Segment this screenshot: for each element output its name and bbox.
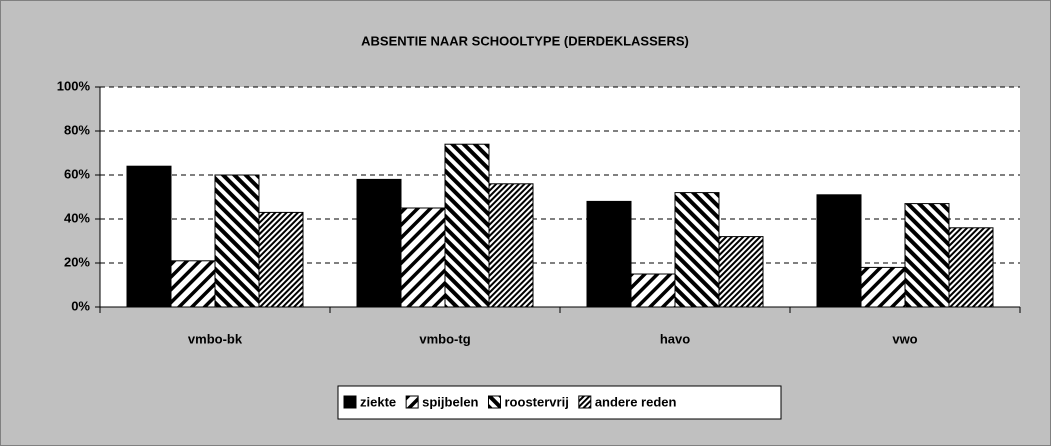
y-tick-label: 100% [57,78,91,93]
bar [816,194,862,308]
bar [488,183,534,308]
x-tick-label: havo [660,331,690,346]
bar [214,174,260,308]
bar [718,236,764,308]
legend-swatch [343,395,357,409]
bar [674,192,720,308]
legend-label: spijbelen [422,394,478,409]
legend-label: andere reden [595,394,677,409]
y-tick-label: 60% [64,166,90,181]
y-tick-label: 0% [71,298,90,313]
legend-label: roostervrij [505,394,569,409]
bar [258,211,304,308]
y-tick-label: 40% [64,210,90,225]
bar [444,143,490,308]
legend-swatch [405,395,419,409]
y-tick-label: 80% [64,122,90,137]
x-tick-label: vmbo-bk [188,331,243,346]
x-tick-label: vwo [892,331,917,346]
bar [170,260,216,308]
bar [400,207,446,308]
bar [904,203,950,308]
bar [356,178,402,308]
bar [860,266,906,308]
bar [586,200,632,308]
x-tick-label: vmbo-tg [419,331,470,346]
bar [126,165,172,308]
bar [630,273,676,308]
legend-label: ziekte [360,394,396,409]
bar [948,227,994,308]
legend-swatch [488,395,501,409]
legend-swatch [578,395,592,409]
y-tick-label: 20% [64,254,90,269]
chart-title: ABSENTIE NAAR SCHOOLTYPE (DERDEKLASSERS) [361,33,689,48]
